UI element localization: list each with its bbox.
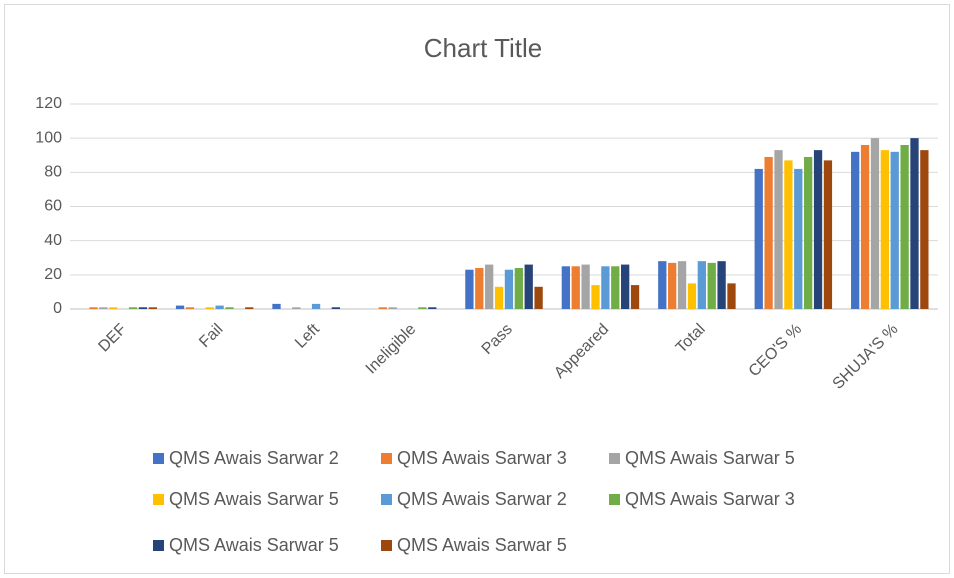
- legend-label: QMS Awais Sarwar 5: [397, 535, 567, 555]
- bar: [900, 145, 909, 309]
- legend-swatch: [153, 540, 164, 551]
- bar: [668, 262, 677, 309]
- legend-label: QMS Awais Sarwar 2: [397, 489, 567, 509]
- bar: [99, 307, 108, 309]
- bar: [754, 168, 763, 309]
- bar: [823, 160, 833, 309]
- y-tick-label: 60: [44, 198, 62, 215]
- bar: [920, 150, 929, 309]
- bar: [331, 307, 340, 309]
- legend-label: QMS Awais Sarwar 3: [625, 489, 795, 509]
- bar: [630, 285, 640, 309]
- bar: [581, 264, 590, 309]
- bar: [418, 307, 427, 309]
- bar: [764, 156, 773, 309]
- bar: [534, 286, 543, 309]
- y-tick-label: 120: [35, 95, 62, 112]
- bar: [215, 305, 224, 309]
- bar: [804, 156, 813, 309]
- bar: [601, 266, 610, 309]
- legend-swatch: [609, 494, 620, 505]
- bar: [225, 307, 234, 309]
- bar: [813, 150, 823, 309]
- bar: [388, 307, 397, 309]
- bar: [717, 261, 726, 309]
- bar: [910, 138, 919, 309]
- bar: [138, 307, 148, 309]
- bar: [428, 307, 437, 309]
- bar: [485, 264, 494, 309]
- bar: [311, 303, 321, 309]
- legend-swatch: [153, 494, 164, 505]
- bar: [727, 283, 736, 309]
- bar: [292, 307, 301, 309]
- legend-label: QMS Awais Sarwar 5: [625, 448, 795, 468]
- bar: [621, 264, 630, 309]
- bar: [504, 269, 514, 309]
- legend-swatch: [381, 494, 392, 505]
- y-tick-label: 40: [44, 232, 62, 249]
- bar: [128, 307, 138, 309]
- bar: [465, 269, 474, 309]
- bar: [870, 138, 880, 309]
- bar: [561, 266, 570, 309]
- bar: [851, 151, 860, 309]
- bar: [707, 262, 716, 309]
- bar: [697, 261, 706, 309]
- bar: [784, 160, 793, 309]
- y-tick-label: 80: [44, 164, 62, 181]
- legend-label: QMS Awais Sarwar 3: [397, 448, 567, 468]
- bar: [89, 307, 98, 309]
- chart-title: Chart Title: [424, 33, 543, 63]
- legend-label: QMS Awais Sarwar 5: [169, 489, 339, 509]
- bar: [794, 168, 803, 309]
- bar: [175, 305, 185, 309]
- bar: [185, 307, 195, 309]
- bar: [272, 303, 281, 309]
- bar: [109, 307, 118, 309]
- bar: [591, 285, 600, 309]
- bar: [205, 307, 214, 309]
- bar: [774, 150, 783, 309]
- bar: [658, 261, 667, 309]
- bar: [148, 307, 157, 309]
- bar: [880, 150, 889, 309]
- bar: [571, 266, 580, 309]
- bar: [245, 307, 254, 309]
- bar: [890, 151, 899, 309]
- bar: [677, 261, 687, 309]
- legend-swatch: [381, 540, 392, 551]
- legend-label: QMS Awais Sarwar 5: [169, 535, 339, 555]
- bar: [611, 266, 620, 309]
- y-tick-label: 20: [44, 266, 62, 283]
- legend-label: QMS Awais Sarwar 2: [169, 448, 339, 468]
- legend-swatch: [609, 453, 620, 464]
- bar: [378, 307, 387, 309]
- bar: [475, 268, 484, 309]
- y-tick-label: 0: [53, 300, 62, 317]
- bar: [494, 286, 504, 309]
- bar: [524, 264, 533, 309]
- legend-swatch: [381, 453, 392, 464]
- legend-swatch: [153, 453, 164, 464]
- bar: [514, 268, 523, 309]
- y-tick-label: 100: [35, 129, 62, 146]
- bar: [687, 283, 697, 309]
- bar: [860, 145, 870, 309]
